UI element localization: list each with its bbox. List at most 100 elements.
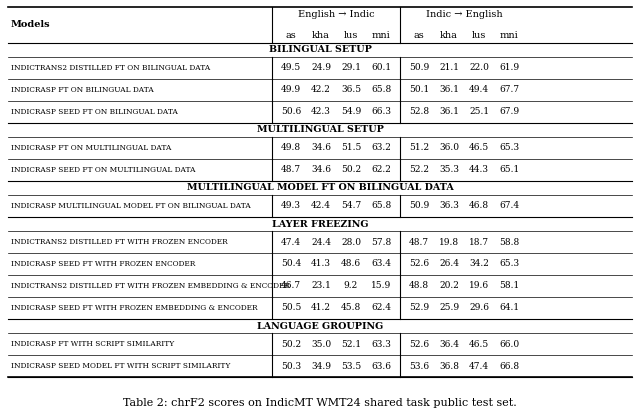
Text: Table 2: chrF2 scores on IndicMT WMT24 shared task public test set.: Table 2: chrF2 scores on IndicMT WMT24 s… bbox=[123, 398, 517, 408]
Text: 48.7: 48.7 bbox=[281, 166, 301, 174]
Text: 50.6: 50.6 bbox=[281, 107, 301, 117]
Text: 20.2: 20.2 bbox=[439, 281, 459, 290]
Text: 60.1: 60.1 bbox=[371, 63, 391, 73]
Text: 46.5: 46.5 bbox=[469, 339, 489, 349]
Text: as: as bbox=[413, 32, 424, 41]
Text: 36.0: 36.0 bbox=[439, 144, 459, 152]
Text: 50.2: 50.2 bbox=[281, 339, 301, 349]
Text: 29.6: 29.6 bbox=[469, 303, 489, 312]
Text: 61.9: 61.9 bbox=[499, 63, 519, 73]
Text: 63.6: 63.6 bbox=[371, 361, 391, 371]
Text: 50.3: 50.3 bbox=[281, 361, 301, 371]
Text: English → Indic: English → Indic bbox=[298, 10, 374, 20]
Text: 28.0: 28.0 bbox=[341, 237, 361, 247]
Text: 49.8: 49.8 bbox=[281, 144, 301, 152]
Text: 51.2: 51.2 bbox=[409, 144, 429, 152]
Text: INDICRASP SEED FT ON BILINGUAL DATA: INDICRASP SEED FT ON BILINGUAL DATA bbox=[11, 108, 178, 116]
Text: kha: kha bbox=[312, 32, 330, 41]
Text: 67.9: 67.9 bbox=[499, 107, 519, 117]
Text: 24.4: 24.4 bbox=[311, 237, 331, 247]
Text: INDICRASP FT ON BILINGUAL DATA: INDICRASP FT ON BILINGUAL DATA bbox=[11, 86, 154, 94]
Text: 18.7: 18.7 bbox=[469, 237, 489, 247]
Text: 26.4: 26.4 bbox=[439, 259, 459, 269]
Text: 46.5: 46.5 bbox=[469, 144, 489, 152]
Text: 50.5: 50.5 bbox=[281, 303, 301, 312]
Text: 50.9: 50.9 bbox=[409, 202, 429, 210]
Text: 15.9: 15.9 bbox=[371, 281, 391, 290]
Text: INDICRASP SEED FT ON MULTILINGUAL DATA: INDICRASP SEED FT ON MULTILINGUAL DATA bbox=[11, 166, 195, 174]
Text: 54.7: 54.7 bbox=[341, 202, 361, 210]
Text: 63.3: 63.3 bbox=[371, 339, 391, 349]
Text: Models: Models bbox=[11, 20, 51, 29]
Text: 50.2: 50.2 bbox=[341, 166, 361, 174]
Text: BILINGUAL SETUP: BILINGUAL SETUP bbox=[269, 46, 371, 54]
Text: 36.1: 36.1 bbox=[439, 107, 459, 117]
Text: 50.9: 50.9 bbox=[409, 63, 429, 73]
Text: 65.8: 65.8 bbox=[371, 202, 391, 210]
Text: 48.6: 48.6 bbox=[341, 259, 361, 269]
Text: 42.3: 42.3 bbox=[311, 107, 331, 117]
Text: 36.4: 36.4 bbox=[439, 339, 459, 349]
Text: INDICTRANS2 DISTILLED FT WITH FROZEN EMBEDDING & ENCODER: INDICTRANS2 DISTILLED FT WITH FROZEN EMB… bbox=[11, 282, 290, 290]
Text: 62.4: 62.4 bbox=[371, 303, 391, 312]
Text: INDICRASP SEED FT WITH FROZEN EMBEDDING & ENCODER: INDICRASP SEED FT WITH FROZEN EMBEDDING … bbox=[11, 304, 257, 312]
Text: 29.1: 29.1 bbox=[341, 63, 361, 73]
Text: 52.6: 52.6 bbox=[409, 339, 429, 349]
Text: 34.6: 34.6 bbox=[311, 144, 331, 152]
Text: 66.0: 66.0 bbox=[499, 339, 519, 349]
Text: lus: lus bbox=[472, 32, 486, 41]
Text: 62.2: 62.2 bbox=[371, 166, 391, 174]
Text: 36.1: 36.1 bbox=[439, 85, 459, 95]
Text: 47.4: 47.4 bbox=[281, 237, 301, 247]
Text: 19.8: 19.8 bbox=[439, 237, 459, 247]
Text: 49.5: 49.5 bbox=[281, 63, 301, 73]
Text: 42.4: 42.4 bbox=[311, 202, 331, 210]
Text: INDICRASP SEED FT WITH FROZEN ENCODER: INDICRASP SEED FT WITH FROZEN ENCODER bbox=[11, 260, 195, 268]
Text: 48.8: 48.8 bbox=[409, 281, 429, 290]
Text: 66.8: 66.8 bbox=[499, 361, 519, 371]
Text: 44.3: 44.3 bbox=[469, 166, 489, 174]
Text: 45.8: 45.8 bbox=[341, 303, 361, 312]
Text: 36.5: 36.5 bbox=[341, 85, 361, 95]
Text: 65.3: 65.3 bbox=[499, 144, 519, 152]
Text: 46.8: 46.8 bbox=[469, 202, 489, 210]
Text: 64.1: 64.1 bbox=[499, 303, 519, 312]
Text: 36.3: 36.3 bbox=[439, 202, 459, 210]
Text: 49.9: 49.9 bbox=[281, 85, 301, 95]
Text: 52.9: 52.9 bbox=[409, 303, 429, 312]
Text: 52.6: 52.6 bbox=[409, 259, 429, 269]
Text: 54.9: 54.9 bbox=[341, 107, 361, 117]
Text: 51.5: 51.5 bbox=[341, 144, 361, 152]
Text: 9.2: 9.2 bbox=[344, 281, 358, 290]
Text: 52.2: 52.2 bbox=[409, 166, 429, 174]
Text: INDICRASP FT ON MULTILINGUAL DATA: INDICRASP FT ON MULTILINGUAL DATA bbox=[11, 144, 172, 152]
Text: INDICTRANS2 DISTILLED FT WITH FROZEN ENCODER: INDICTRANS2 DISTILLED FT WITH FROZEN ENC… bbox=[11, 238, 228, 246]
Text: 35.3: 35.3 bbox=[439, 166, 459, 174]
Text: 66.3: 66.3 bbox=[371, 107, 391, 117]
Text: 36.8: 36.8 bbox=[439, 361, 459, 371]
Text: 53.5: 53.5 bbox=[341, 361, 361, 371]
Text: 65.8: 65.8 bbox=[371, 85, 391, 95]
Text: 41.3: 41.3 bbox=[311, 259, 331, 269]
Text: 47.4: 47.4 bbox=[469, 361, 489, 371]
Text: 53.6: 53.6 bbox=[409, 361, 429, 371]
Text: Indic → English: Indic → English bbox=[426, 10, 502, 20]
Text: 34.2: 34.2 bbox=[469, 259, 489, 269]
Text: 63.2: 63.2 bbox=[371, 144, 391, 152]
Text: 25.9: 25.9 bbox=[439, 303, 459, 312]
Text: 49.3: 49.3 bbox=[281, 202, 301, 210]
Text: 52.1: 52.1 bbox=[341, 339, 361, 349]
Text: lus: lus bbox=[344, 32, 358, 41]
Text: LAYER FREEZING: LAYER FREEZING bbox=[272, 220, 368, 229]
Text: 63.4: 63.4 bbox=[371, 259, 391, 269]
Text: 57.8: 57.8 bbox=[371, 237, 391, 247]
Text: 25.1: 25.1 bbox=[469, 107, 489, 117]
Text: mni: mni bbox=[500, 32, 518, 41]
Text: kha: kha bbox=[440, 32, 458, 41]
Text: INDICTRANS2 DISTILLED FT ON BILINGUAL DATA: INDICTRANS2 DISTILLED FT ON BILINGUAL DA… bbox=[11, 64, 211, 72]
Text: INDICRASP FT WITH SCRIPT SIMILARITY: INDICRASP FT WITH SCRIPT SIMILARITY bbox=[11, 340, 174, 348]
Text: 34.9: 34.9 bbox=[311, 361, 331, 371]
Text: 46.7: 46.7 bbox=[281, 281, 301, 290]
Text: 49.4: 49.4 bbox=[469, 85, 489, 95]
Text: 23.1: 23.1 bbox=[311, 281, 331, 290]
